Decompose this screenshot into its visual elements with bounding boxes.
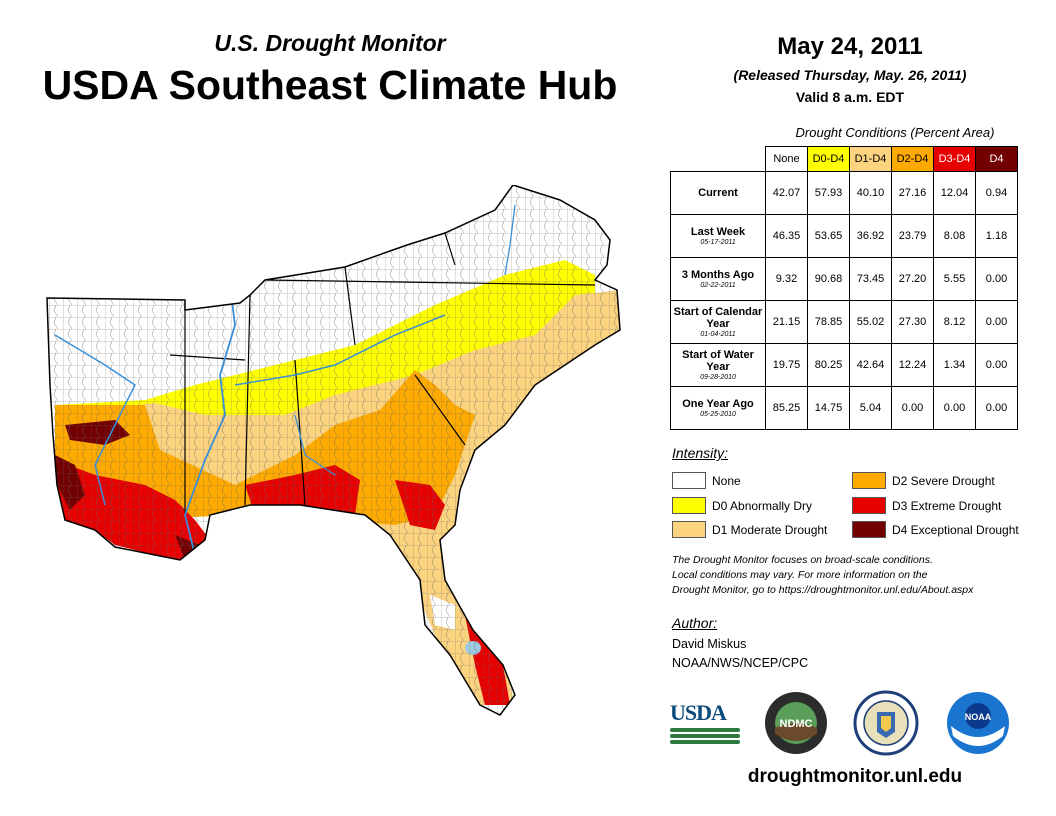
cell: 0.94 (975, 171, 1018, 215)
legend-item: D2 Severe Drought (852, 472, 995, 489)
cell: 0.00 (891, 386, 934, 430)
table-header-row: None D0-D4 D1-D4 D2-D4 D3-D4 D4 (671, 146, 1018, 172)
author-title: Author: (672, 615, 718, 631)
table-row: Start of Calendar Year 01-04-2011 21.15 7… (670, 300, 1018, 344)
cell: 55.02 (849, 300, 892, 344)
row-label: Start of Water Year 09-28-2010 (670, 343, 766, 387)
table-corner (671, 147, 766, 172)
legend-item: D0 Abnormally Dry (672, 497, 812, 514)
legend-item: None (672, 472, 741, 489)
legend-swatch (852, 497, 886, 514)
cell: 42.64 (849, 343, 892, 387)
cell: 0.00 (975, 257, 1018, 301)
col-header: D4 (975, 146, 1018, 172)
table-row: Last Week 05-17-2011 46.35 53.65 36.92 23… (670, 214, 1018, 258)
cell: 78.85 (807, 300, 850, 344)
cell: 9.32 (765, 257, 808, 301)
cell: 21.15 (765, 300, 808, 344)
map-title: USDA Southeast Climate Hub (42, 62, 618, 108)
cell: 27.20 (891, 257, 934, 301)
col-header: D3-D4 (933, 146, 976, 172)
cell: 57.93 (807, 171, 850, 215)
cell: 0.00 (975, 386, 1018, 430)
author-name: David Miskus (672, 637, 747, 651)
cell: 8.08 (933, 214, 976, 258)
release-date: (Released Thursday, May. 26, 2011) (733, 67, 967, 83)
col-header: None (765, 146, 808, 172)
legend-item: D3 Extreme Drought (852, 497, 1001, 514)
legend-swatch (852, 472, 886, 489)
cell: 0.00 (933, 386, 976, 430)
cell: 27.30 (891, 300, 934, 344)
map-subtitle: U.S. Drought Monitor (214, 30, 446, 56)
cell: 46.35 (765, 214, 808, 258)
cell: 36.92 (849, 214, 892, 258)
cell: 27.16 (891, 171, 934, 215)
col-header: D2-D4 (891, 146, 934, 172)
legend-item: D1 Moderate Drought (672, 521, 827, 538)
legend-swatch (672, 497, 706, 514)
table-row: One Year Ago 05-25-2010 85.25 14.75 5.04 … (670, 386, 1018, 430)
ndmc-logo: NDMC (765, 692, 827, 754)
cell: 90.68 (807, 257, 850, 301)
table-row: Current 42.07 57.93 40.10 27.16 12.04 0.… (670, 171, 1018, 215)
svg-text:NDMC: NDMC (780, 718, 813, 730)
cell: 12.04 (933, 171, 976, 215)
cell: 40.10 (849, 171, 892, 215)
author-org: NOAA/NWS/NCEP/CPC (672, 656, 809, 670)
valid-time: Valid 8 a.m. EDT (795, 89, 905, 105)
cell: 12.24 (891, 343, 934, 387)
cell: 73.45 (849, 257, 892, 301)
row-label: One Year Ago 05-25-2010 (670, 386, 766, 430)
row-label: Current (670, 171, 766, 215)
cell: 23.79 (891, 214, 934, 258)
cell: 19.75 (765, 343, 808, 387)
drought-note: The Drought Monitor focuses on broad-sca… (672, 554, 974, 596)
drought-stats-table: None D0-D4 D1-D4 D2-D4 D3-D4 D4 Current … (670, 146, 1018, 430)
cell: 1.34 (933, 343, 976, 387)
legend-item: D4 Exceptional Drought (852, 521, 1019, 538)
cell: 8.12 (933, 300, 976, 344)
drought-map (46, 185, 621, 716)
row-label: 3 Months Ago 02-22-2011 (670, 257, 766, 301)
legend-swatch (672, 472, 706, 489)
doc-seal-logo (853, 690, 919, 756)
cell: 14.75 (807, 386, 850, 430)
table-row: 3 Months Ago 02-22-2011 9.32 90.68 73.45 … (670, 257, 1018, 301)
table-title: Drought Conditions (Percent Area) (795, 125, 995, 140)
cell: 80.25 (807, 343, 850, 387)
usda-logo: USDA (670, 700, 740, 750)
row-label: Start of Calendar Year 01-04-2011 (670, 300, 766, 344)
cell: 5.55 (933, 257, 976, 301)
cell: 42.07 (765, 171, 808, 215)
table-row: Start of Water Year 09-28-2010 19.75 80.2… (670, 343, 1018, 387)
legend-title: Intensity: (672, 445, 729, 461)
svg-text:NOAA: NOAA (965, 712, 992, 722)
row-label: Last Week 05-17-2011 (670, 214, 766, 258)
legend-swatch (852, 521, 886, 538)
cell: 0.00 (975, 343, 1018, 387)
legend-swatch (672, 521, 706, 538)
cell: 5.04 (849, 386, 892, 430)
cell: 1.18 (975, 214, 1018, 258)
cell: 0.00 (975, 300, 1018, 344)
col-header: D0-D4 (807, 146, 850, 172)
website-link[interactable]: droughtmonitor.unl.edu (747, 766, 963, 787)
noaa-logo: NOAA (947, 692, 1009, 754)
map-date: May 24, 2011 (777, 33, 923, 60)
cell: 53.65 (807, 214, 850, 258)
col-header: D1-D4 (849, 146, 892, 172)
cell: 85.25 (765, 386, 808, 430)
